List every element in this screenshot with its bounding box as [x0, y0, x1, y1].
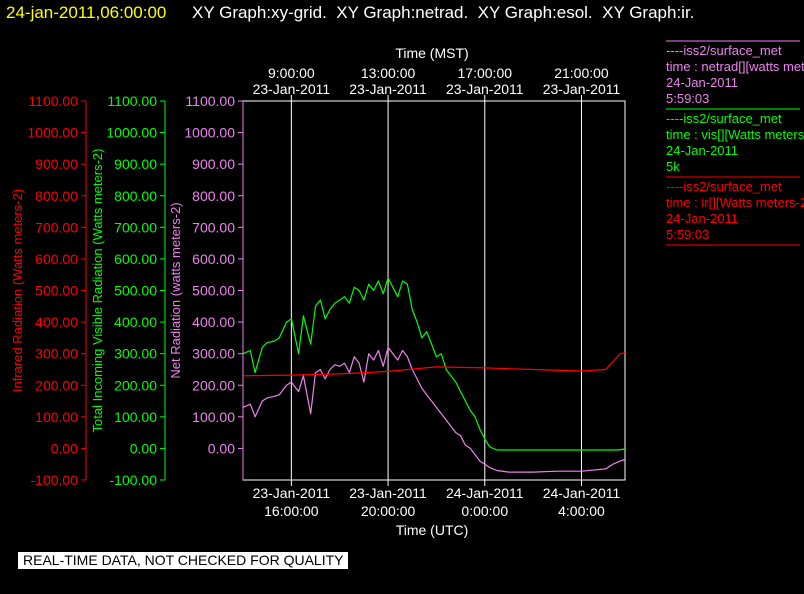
esol-axis-tick-label: 300.00	[114, 346, 157, 362]
netrad-axis-tick-label: 300.00	[192, 346, 235, 362]
top-axis-tick-date: 23-Jan-2011	[349, 81, 427, 97]
ir-axis-tick-label: 200.00	[35, 377, 78, 393]
x-axes: 9:00:0023-Jan-201113:00:0023-Jan-201117:…	[253, 65, 621, 519]
esol-axis-tick-label: 500.00	[114, 283, 157, 299]
header-graph-list: XY Graph:xy-grid. XY Graph:netrad. XY Gr…	[192, 3, 694, 22]
ir-axis-tick-label: 600.00	[35, 251, 78, 267]
bottom-axis-tick-date: 24-Jan-2011	[446, 485, 524, 501]
esol-axis-tick-label: 800.00	[114, 188, 157, 204]
top-axis-tick-date: 23-Jan-2011	[253, 81, 331, 97]
top-axis-tick-date: 23-Jan-2011	[543, 81, 621, 97]
top-axis-tick-time: 9:00:00	[268, 65, 315, 81]
esol-axis-tick-label: 1000.00	[106, 125, 157, 141]
legend-entry-line: 5k	[666, 159, 680, 174]
y-axes: 1100.00 1000.00 900.00 800.00 700.00 600.00 50…	[10, 93, 244, 488]
esol-axis-tick-label: 0.00	[130, 440, 157, 456]
esol-axis-tick-label: 400.00	[114, 314, 157, 330]
top-axis-tick-time: 17:00:00	[458, 65, 513, 81]
esol-axis-tick-label: 900.00	[114, 156, 157, 172]
bottom-axis-label: Time (UTC)	[396, 522, 469, 538]
esol-axis-tick-label: 600.00	[114, 251, 157, 267]
netrad-axis-tick-label: 1100.00	[185, 93, 235, 109]
bottom-axis-tick-time: 16:00:00	[264, 503, 319, 519]
ir-axis-tick-label: -100.00	[31, 472, 79, 488]
bottom-axis-tick-date: 23-Jan-2011	[349, 485, 427, 501]
bottom-axis-tick-time: 4:00:00	[558, 503, 605, 519]
esol-axis-tick-label: 100.00	[114, 409, 157, 425]
netrad-axis-label: Net Radiation (watts meters-2)	[168, 202, 183, 378]
bottom-axis-tick-time: 0:00:00	[461, 503, 508, 519]
legend-entry-line: ----iss2/surface_met	[666, 43, 782, 58]
legend-entry-line: 5:59:03	[666, 227, 709, 242]
legend-entry-line: time : ir[][Watts meters-2]	[666, 195, 804, 210]
esol-axis-tick-label: -100.00	[110, 472, 158, 488]
grid	[290, 101, 582, 480]
ir-axis-tick-label: 100.00	[35, 409, 78, 425]
ir-axis-tick-label: 900.00	[35, 156, 78, 172]
plot-area-frame	[242, 100, 626, 481]
top-axis-label: Time (MST)	[395, 45, 468, 61]
esol-series-line	[242, 277, 626, 451]
legend-entry-line: 5:59:03	[666, 91, 709, 106]
ir-axis-tick-label: 400.00	[35, 314, 78, 330]
legend-entry-line: ----iss2/surface_met	[666, 179, 782, 194]
ir-series-line	[242, 352, 626, 377]
ir-axis-tick-label: 800.00	[35, 188, 78, 204]
top-axis-tick-time: 13:00:00	[361, 65, 416, 81]
netrad-axis-tick-label: 800.00	[192, 188, 235, 204]
top-axis-tick-time: 21:00:00	[554, 65, 609, 81]
netrad-axis-tick-label: 0.00	[208, 440, 235, 456]
netrad-axis-tick-label: 400.00	[192, 314, 235, 330]
bottom-axis-tick-date: 23-Jan-2011	[253, 485, 331, 501]
bottom-axis-tick-date: 24-Jan-2011	[543, 485, 621, 501]
netrad-axis-tick-label: 600.00	[192, 251, 235, 267]
ir-axis-label: Infrared Radiation (Watts meters-2)	[10, 189, 25, 392]
netrad-axis-tick-label: 100.00	[192, 409, 235, 425]
ir-axis-tick-label: 700.00	[35, 219, 78, 235]
ir-axis-tick-label: 300.00	[35, 346, 78, 362]
netrad-axis-tick-label: 1000.00	[184, 125, 235, 141]
esol-axis-tick-label: 700.00	[114, 219, 157, 235]
netrad-series-line	[242, 346, 626, 473]
quality-warning-banner: REAL-TIME DATA, NOT CHECKED FOR QUALITY	[18, 552, 349, 569]
ir-axis-tick-label: 1100.00	[28, 93, 78, 109]
esol-axis-tick-label: 200.00	[114, 377, 157, 393]
netrad-axis-tick-label: 900.00	[192, 156, 235, 172]
netrad-axis-tick-label: 200.00	[192, 377, 235, 393]
netrad-axis-tick-label: 500.00	[192, 283, 235, 299]
legend-entry-line: time : netrad[][watts meters-2]	[666, 59, 804, 74]
data-series	[242, 277, 626, 473]
esol-axis-tick-label: 1100.00	[107, 93, 157, 109]
header-timestamp: 24-jan-2011,06:00:00	[6, 3, 166, 22]
bottom-axis-tick-time: 20:00:00	[361, 503, 416, 519]
legend-entry-line: time : vis[][Watts meters-2]	[666, 127, 804, 142]
legend-entry-line: 24-Jan-2011	[666, 143, 738, 158]
legend-entry-line: 24-Jan-2011	[666, 75, 738, 90]
ir-axis-tick-label: 1000.00	[27, 125, 78, 141]
top-axis-tick-date: 23-Jan-2011	[446, 81, 524, 97]
esol-axis-label: Total Incoming Visible Radiation (Watts …	[90, 149, 105, 433]
netrad-axis-tick-label: 700.00	[192, 219, 235, 235]
ir-axis-tick-label: 500.00	[35, 283, 78, 299]
legend-entry-line: 24-Jan-2011	[666, 211, 738, 226]
ir-axis-tick-label: 0.00	[51, 440, 78, 456]
legend-entry-line: ----iss2/surface_met	[666, 111, 782, 126]
